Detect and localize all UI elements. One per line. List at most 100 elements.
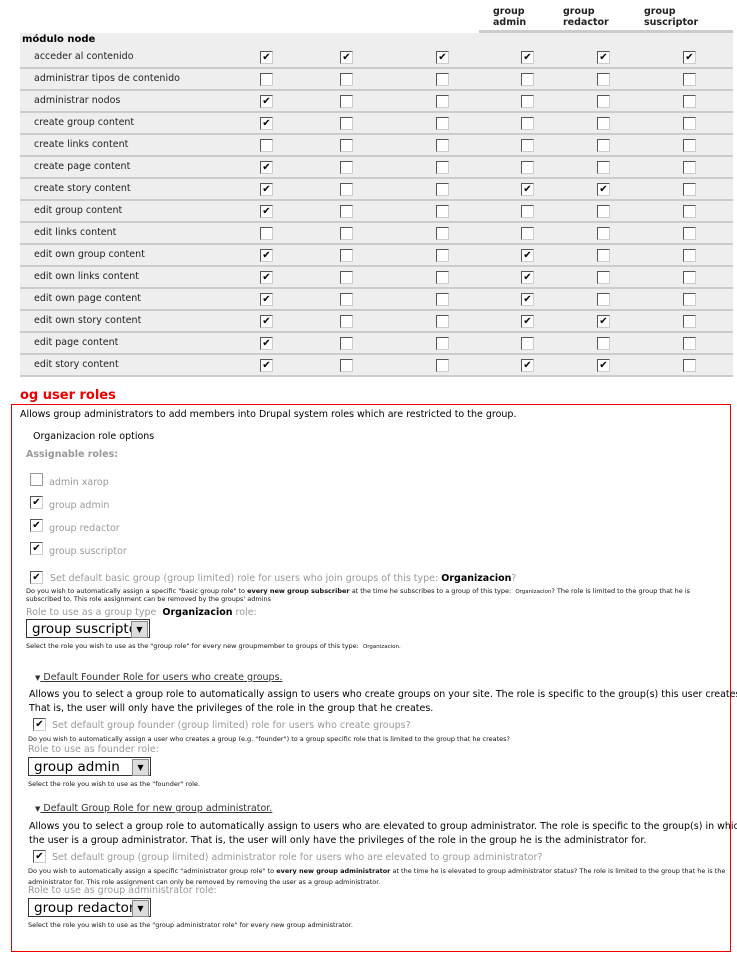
permission-checkbox[interactable]: [683, 337, 696, 350]
permission-checkbox[interactable]: [436, 337, 449, 350]
permission-checkbox[interactable]: ✔: [260, 359, 273, 372]
permission-checkbox[interactable]: [683, 95, 696, 108]
permission-checkbox[interactable]: [683, 139, 696, 152]
permission-checkbox[interactable]: [436, 205, 449, 218]
permission-checkbox[interactable]: [683, 359, 696, 372]
permission-checkbox[interactable]: ✔: [521, 51, 534, 64]
permission-checkbox[interactable]: [436, 227, 449, 240]
permission-checkbox[interactable]: ✔: [260, 51, 273, 64]
permission-checkbox[interactable]: ✔: [260, 161, 273, 174]
permission-checkbox[interactable]: [260, 227, 273, 240]
permission-checkbox[interactable]: [683, 315, 696, 328]
permission-checkbox[interactable]: [340, 249, 353, 262]
permission-checkbox[interactable]: [597, 227, 610, 240]
role-checkbox[interactable]: [30, 473, 43, 486]
permission-checkbox[interactable]: ✔: [260, 315, 273, 328]
permission-checkbox[interactable]: [597, 249, 610, 262]
permission-checkbox[interactable]: [521, 117, 534, 130]
permission-checkbox[interactable]: [340, 117, 353, 130]
founder-collapsible-toggle[interactable]: ▼ Default Founder Role for users who cre…: [35, 672, 283, 683]
permission-checkbox[interactable]: [436, 73, 449, 86]
role-checkbox[interactable]: ✔: [30, 542, 43, 555]
admin-role-select[interactable]: group redactor ▼: [28, 898, 151, 917]
permission-checkbox[interactable]: [340, 359, 353, 372]
permission-checkbox[interactable]: [597, 337, 610, 350]
permission-checkbox[interactable]: ✔: [436, 51, 449, 64]
permission-checkbox[interactable]: [597, 117, 610, 130]
permission-checkbox[interactable]: [683, 271, 696, 284]
permission-checkbox[interactable]: [521, 73, 534, 86]
role-checkbox[interactable]: ✔: [30, 496, 43, 509]
permission-checkbox[interactable]: [340, 161, 353, 174]
permission-checkbox[interactable]: [340, 205, 353, 218]
admin-role-checkbox[interactable]: ✔: [33, 850, 46, 863]
permission-checkbox[interactable]: ✔: [683, 51, 696, 64]
permission-checkbox[interactable]: [683, 161, 696, 174]
permission-checkbox[interactable]: [436, 161, 449, 174]
permission-checkbox[interactable]: [683, 293, 696, 306]
permission-checkbox[interactable]: [436, 293, 449, 306]
permission-checkbox[interactable]: ✔: [521, 183, 534, 196]
role-checkbox[interactable]: ✔: [30, 519, 43, 532]
permission-checkbox[interactable]: [521, 139, 534, 152]
permission-checkbox[interactable]: [521, 95, 534, 108]
permission-checkbox[interactable]: [436, 95, 449, 108]
permission-checkbox[interactable]: ✔: [521, 271, 534, 284]
permission-checkbox[interactable]: ✔: [521, 293, 534, 306]
permission-checkbox[interactable]: ✔: [260, 293, 273, 306]
permission-checkbox[interactable]: [340, 139, 353, 152]
permission-checkbox[interactable]: [683, 205, 696, 218]
permission-checkbox[interactable]: [683, 249, 696, 262]
permission-checkbox[interactable]: [683, 183, 696, 196]
permission-checkbox[interactable]: ✔: [260, 117, 273, 130]
permission-checkbox[interactable]: [340, 293, 353, 306]
permission-checkbox[interactable]: [597, 95, 610, 108]
permission-checkbox[interactable]: [436, 359, 449, 372]
permission-checkbox[interactable]: [340, 227, 353, 240]
permission-checkbox[interactable]: [683, 117, 696, 130]
permission-checkbox[interactable]: [436, 117, 449, 130]
permission-checkbox[interactable]: [597, 161, 610, 174]
permission-checkbox[interactable]: [521, 161, 534, 174]
permission-checkbox[interactable]: [683, 227, 696, 240]
permission-checkbox[interactable]: ✔: [260, 95, 273, 108]
permission-checkbox[interactable]: ✔: [521, 249, 534, 262]
founder-role-checkbox[interactable]: ✔: [33, 718, 46, 731]
permission-checkbox[interactable]: ✔: [597, 183, 610, 196]
permission-checkbox[interactable]: ✔: [521, 359, 534, 372]
permission-checkbox[interactable]: [521, 337, 534, 350]
permission-checkbox[interactable]: [436, 139, 449, 152]
permission-checkbox[interactable]: ✔: [260, 337, 273, 350]
permission-checkbox[interactable]: ✔: [597, 51, 610, 64]
permission-checkbox[interactable]: [260, 139, 273, 152]
permission-checkbox[interactable]: [597, 293, 610, 306]
permission-checkbox[interactable]: [436, 315, 449, 328]
permission-checkbox[interactable]: [436, 183, 449, 196]
permission-checkbox[interactable]: [597, 271, 610, 284]
permission-checkbox[interactable]: [436, 271, 449, 284]
permission-checkbox[interactable]: [260, 73, 273, 86]
basic-role-select[interactable]: group suscriptor ▼: [26, 619, 150, 638]
permission-checkbox[interactable]: [597, 139, 610, 152]
permission-checkbox[interactable]: ✔: [260, 249, 273, 262]
permission-checkbox[interactable]: [340, 315, 353, 328]
permission-checkbox[interactable]: [521, 205, 534, 218]
permission-checkbox[interactable]: ✔: [260, 205, 273, 218]
permission-checkbox[interactable]: ✔: [597, 359, 610, 372]
permission-checkbox[interactable]: [521, 227, 534, 240]
permission-checkbox[interactable]: ✔: [260, 271, 273, 284]
permission-checkbox[interactable]: [340, 95, 353, 108]
permission-checkbox[interactable]: [340, 183, 353, 196]
permission-checkbox[interactable]: [340, 271, 353, 284]
permission-checkbox[interactable]: [683, 73, 696, 86]
permission-checkbox[interactable]: ✔: [597, 315, 610, 328]
permission-checkbox[interactable]: ✔: [260, 183, 273, 196]
admin-collapsible-toggle[interactable]: ▼ Default Group Role for new group admin…: [35, 803, 273, 814]
founder-role-select[interactable]: group admin ▼: [28, 757, 151, 776]
permission-checkbox[interactable]: [597, 205, 610, 218]
permission-checkbox[interactable]: ✔: [521, 315, 534, 328]
permission-checkbox[interactable]: [340, 73, 353, 86]
permission-checkbox[interactable]: ✔: [340, 51, 353, 64]
permission-checkbox[interactable]: [340, 337, 353, 350]
permission-checkbox[interactable]: [597, 73, 610, 86]
